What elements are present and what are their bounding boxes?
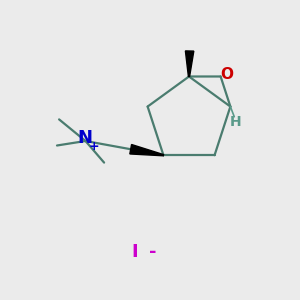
Text: I: I [132, 243, 138, 261]
Polygon shape [185, 51, 194, 76]
Text: H: H [230, 115, 242, 129]
Text: N: N [77, 129, 92, 147]
Polygon shape [130, 145, 164, 156]
Text: +: + [88, 140, 99, 154]
Text: -: - [149, 243, 157, 261]
Text: O: O [221, 67, 234, 82]
